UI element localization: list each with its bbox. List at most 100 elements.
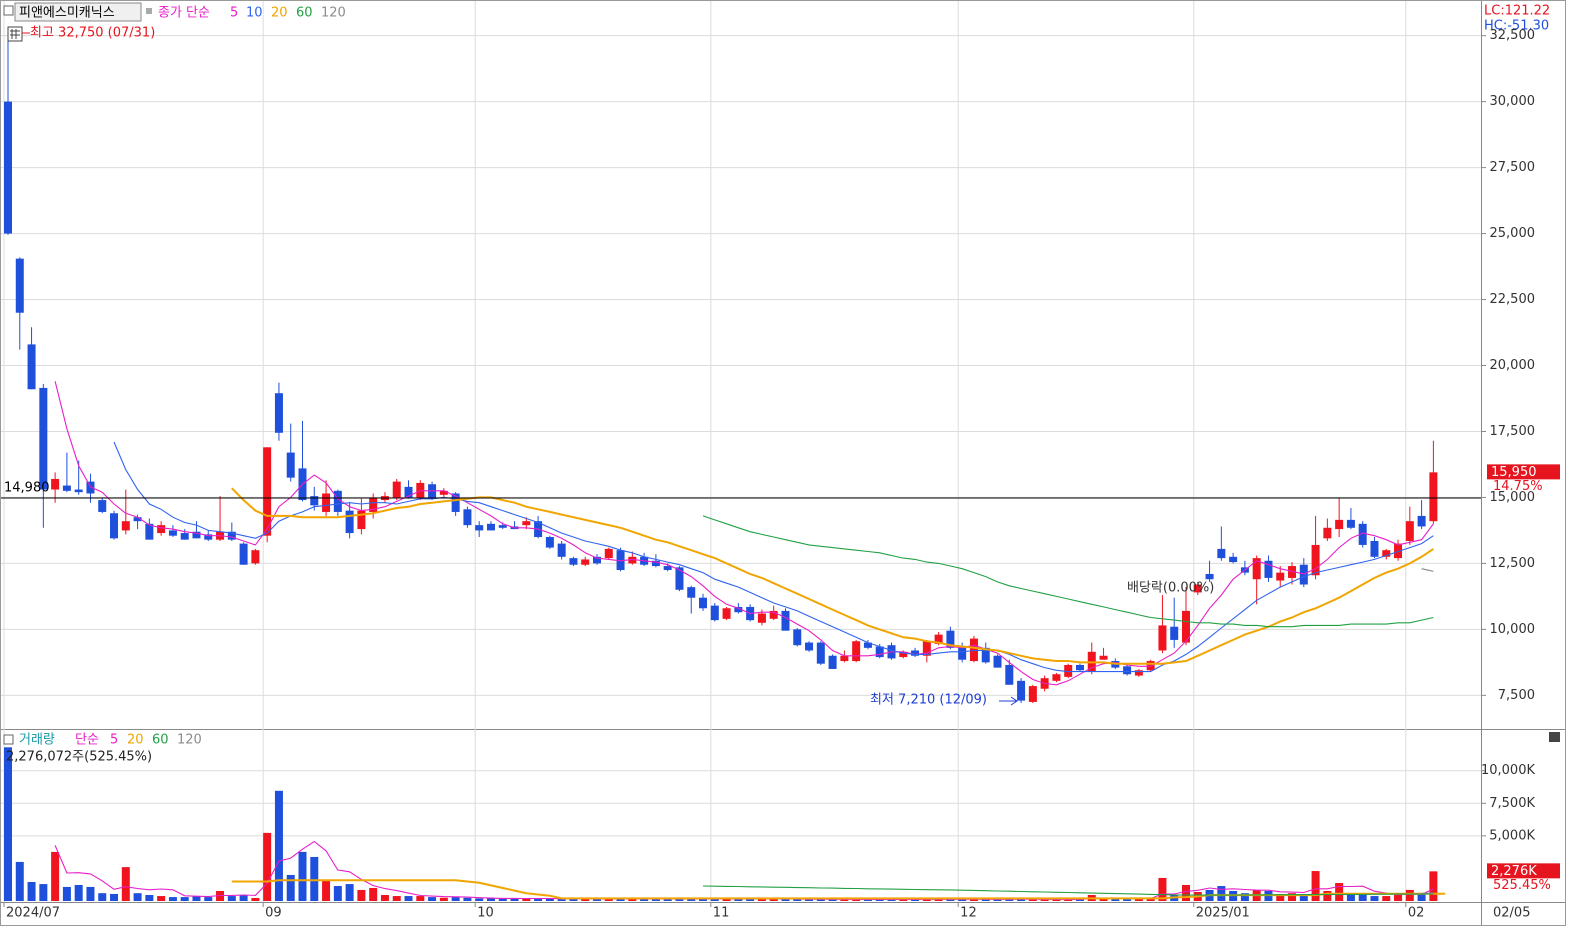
y-tick-label: 15,000 (1490, 490, 1536, 505)
volume-bar (746, 899, 755, 901)
volume-bar (781, 899, 790, 901)
legend-entry: 120 (177, 733, 202, 748)
high-annotation: 최고 32,750 (07/31) (30, 26, 155, 41)
volume-bar (710, 899, 719, 901)
candle-body (4, 101, 12, 234)
low-annotation: 최저 7,210 (12/09) (870, 693, 987, 708)
volume-bar (1146, 899, 1155, 901)
candle-body (1099, 655, 1108, 660)
legend-entry: 20 (127, 733, 144, 748)
y-tick-label: 32,500 (1490, 28, 1536, 43)
volume-bar (805, 899, 814, 901)
candle-body (274, 393, 283, 433)
volume-bar (1346, 893, 1355, 901)
y-tick-label: 5,000K (1489, 828, 1535, 843)
volume-bar (699, 898, 708, 901)
change-label: 14.75% (1493, 479, 1543, 494)
volume-bar (1405, 889, 1414, 901)
menu-icon[interactable] (3, 5, 14, 16)
volume-bar (310, 856, 319, 901)
candle-body (1252, 558, 1261, 580)
volume-bar (298, 851, 307, 901)
candle-body (699, 597, 708, 609)
change-label: 525.45% (1493, 878, 1551, 893)
y-tick-label: 25,000 (1490, 226, 1536, 241)
volume-bar (922, 899, 931, 901)
candle-body (145, 523, 154, 540)
legend-entry: 120 (321, 6, 346, 21)
volume-bar (581, 899, 590, 901)
candle-body (1217, 548, 1226, 559)
candle-body (1358, 523, 1367, 545)
volume-bar (451, 897, 460, 901)
volume-bar (1123, 899, 1132, 901)
volume-bar (1217, 886, 1226, 901)
volume-bar (439, 897, 448, 901)
candle-body (1193, 584, 1202, 593)
candle-body (463, 509, 472, 526)
candle-body (1182, 610, 1190, 643)
panel-close-icon[interactable] (1549, 732, 1560, 742)
candle-body (1123, 666, 1132, 675)
volume-bar (887, 899, 896, 901)
x-tick-label: 2025/01 (1196, 906, 1250, 921)
volume-menu-icon[interactable] (3, 734, 14, 745)
x-tick-label: 10 (477, 906, 494, 921)
volume-bar (274, 790, 283, 901)
candle-body (1017, 680, 1026, 701)
candle-body (557, 543, 566, 557)
volume-bar (428, 897, 437, 901)
candle-body (110, 513, 119, 539)
x-tick-label: 11 (713, 906, 730, 921)
candle-body (769, 610, 778, 619)
last-value-label: 2,276K (1491, 864, 1537, 879)
volume-bar (757, 899, 766, 901)
candle-body (1146, 661, 1155, 671)
candle-body (922, 641, 931, 656)
volume-bar (1335, 883, 1344, 901)
lc-indicator: LC:121.22 (1484, 4, 1550, 19)
volume-bar (180, 897, 189, 901)
volume-bar (1299, 895, 1308, 901)
volume-bar (98, 893, 107, 901)
volume-bar (110, 893, 119, 901)
volume-bar (969, 899, 978, 901)
candle-body (74, 489, 83, 493)
title-box (14, 2, 142, 22)
volume-bar (475, 898, 484, 901)
candle-body (333, 490, 342, 512)
candle-body (369, 497, 378, 512)
volume-bar (1017, 899, 1026, 901)
candle-body (1405, 521, 1414, 541)
x-tick-label: 12 (960, 906, 977, 921)
ma-line (231, 487, 1434, 665)
candle-body (98, 500, 107, 512)
candle-body (451, 493, 460, 512)
volume-bar (1417, 893, 1426, 901)
candle-body (604, 548, 613, 559)
candle-body (204, 534, 213, 540)
last-value-box (1487, 464, 1560, 480)
volume-bar (769, 899, 778, 901)
volume-bar (404, 896, 413, 901)
candle-body (1370, 540, 1379, 557)
candle-body (1075, 664, 1084, 671)
candle-body (357, 510, 366, 530)
legend-entry: 20 (271, 6, 288, 21)
y-tick-label: 10,000 (1490, 622, 1536, 637)
legend-entry: 5 (110, 733, 118, 748)
volume-bar (145, 895, 154, 901)
candle-body (157, 525, 166, 534)
candle-body (616, 550, 625, 570)
candle-body (734, 606, 743, 613)
volume-bar (1182, 884, 1190, 901)
volume-bar (1323, 890, 1332, 901)
volume-bar (322, 879, 331, 901)
hc-indicator: HC:-51.30 (1484, 19, 1549, 34)
candle-body (263, 447, 272, 536)
candle-body (805, 642, 814, 651)
y-tick-label: 12,500 (1490, 556, 1536, 571)
candle-body (39, 387, 48, 490)
ma-line (54, 381, 1434, 686)
table-icon[interactable] (7, 26, 23, 42)
